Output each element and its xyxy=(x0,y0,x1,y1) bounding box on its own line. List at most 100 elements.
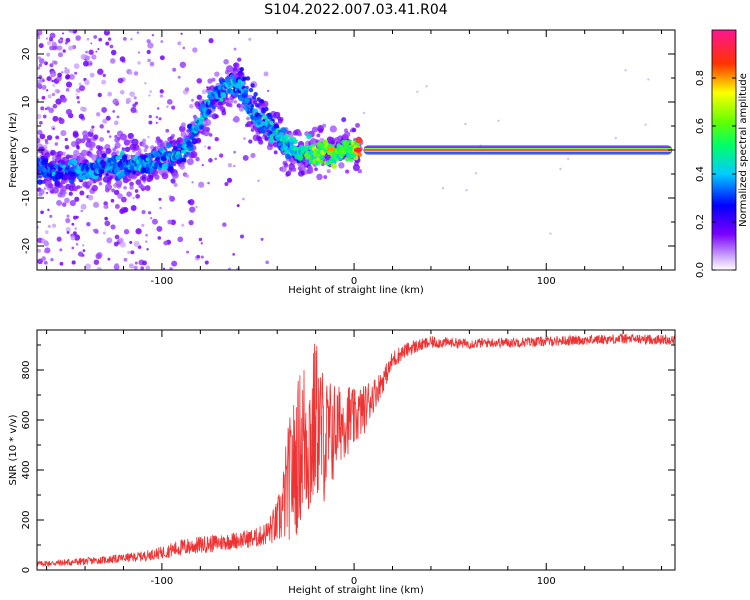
heatmap-cell xyxy=(113,241,119,247)
heatmap-cell xyxy=(59,38,62,42)
heatmap-cell xyxy=(192,47,198,53)
heatmap-cell xyxy=(132,196,135,200)
heatmap-cell xyxy=(102,73,106,78)
heatmap-cell xyxy=(297,132,303,137)
heatmap-cell xyxy=(344,131,351,138)
heatmap-cell xyxy=(171,171,179,179)
heatmap-cell xyxy=(86,37,90,41)
heatmap-cell xyxy=(158,117,162,121)
heatmap-cell xyxy=(252,100,258,105)
colorbar-tick-label: 0.2 xyxy=(695,214,706,230)
colorbar-tick-label: 0.4 xyxy=(695,166,706,182)
heatmap-cell xyxy=(257,179,260,182)
heatmap-cell xyxy=(37,248,42,253)
heatmap-cell xyxy=(52,127,55,130)
heatmap-cell xyxy=(121,147,126,152)
heatmap-cell xyxy=(66,231,70,234)
heatmap-cell xyxy=(123,139,131,146)
heatmap-cell xyxy=(85,55,91,61)
heatmap-cell xyxy=(303,144,309,151)
heatmap-cell xyxy=(141,176,147,182)
heatmap-cell xyxy=(183,148,187,153)
heatmap-cell xyxy=(51,92,56,97)
heatmap-cell xyxy=(53,60,58,65)
heatmap-cell xyxy=(52,103,58,109)
heatmap-cell xyxy=(57,150,63,157)
y-tick-label: 10 xyxy=(21,96,32,109)
heatmap-cell xyxy=(223,59,229,65)
heatmap-cell xyxy=(82,249,86,252)
heatmap-cell xyxy=(137,148,142,153)
heatmap-cell xyxy=(75,137,82,145)
colorbar-gradient xyxy=(711,29,737,271)
heatmap-cell xyxy=(307,165,313,171)
heatmap-cell xyxy=(70,140,77,147)
heatmap-cell xyxy=(186,250,190,254)
heatmap-cell xyxy=(82,134,89,141)
heatmap-cell xyxy=(151,34,154,37)
heatmap-cell xyxy=(104,183,112,191)
heatmap-cell xyxy=(37,30,43,36)
heatmap-cell xyxy=(173,145,178,151)
spectrogram-xlabel: Height of straight line (km) xyxy=(288,285,424,296)
heatmap-cell xyxy=(156,107,160,110)
heatmap-cell xyxy=(147,58,151,63)
heatmap-cell xyxy=(46,134,53,141)
heatmap-cell xyxy=(275,111,281,117)
heatmap-cell xyxy=(198,124,204,130)
heatmap-cell xyxy=(101,153,107,159)
heatmap-cell xyxy=(107,91,113,97)
heatmap-cell xyxy=(198,181,205,188)
heatmap-cell xyxy=(107,37,112,41)
heatmap-cell xyxy=(103,30,110,36)
heatmap-cell xyxy=(113,189,120,196)
heatmap-cell xyxy=(228,267,232,270)
heatmap-cell xyxy=(122,37,127,41)
heatmap-cell xyxy=(134,101,139,105)
heatmap-cell xyxy=(341,117,347,123)
heatmap-cell xyxy=(465,188,468,192)
heatmap-cell xyxy=(47,94,52,99)
heatmap-cell xyxy=(72,132,79,139)
heatmap-cell xyxy=(75,215,79,219)
heatmap-cell xyxy=(112,98,119,105)
heatmap-cell xyxy=(140,266,145,270)
heatmap-cell xyxy=(62,190,67,195)
heatmap-cell xyxy=(65,74,71,79)
heatmap-cell xyxy=(84,79,90,86)
heatmap-cell xyxy=(102,146,105,150)
heatmap-cell xyxy=(260,128,266,134)
heatmap-cell xyxy=(196,78,203,84)
heatmap-cell xyxy=(255,103,260,108)
heatmap-cell xyxy=(357,169,363,174)
heatmap-cell xyxy=(44,230,49,234)
heatmap-cell xyxy=(221,110,227,116)
heatmap-cell xyxy=(497,119,500,122)
heatmap-cell xyxy=(149,61,155,67)
heatmap-cell xyxy=(95,112,101,117)
heatmap-cell xyxy=(165,143,172,149)
heatmap-cell xyxy=(289,141,294,147)
heatmap-cell xyxy=(240,81,245,86)
heatmap-cell xyxy=(99,124,104,129)
heatmap-cell xyxy=(198,237,203,242)
heatmap-cell xyxy=(239,67,245,72)
heatmap-cell xyxy=(64,197,70,204)
heatmap-cell xyxy=(57,72,63,78)
heatmap-cell xyxy=(105,148,112,155)
heatmap-cell xyxy=(73,149,80,156)
heatmap-cell xyxy=(118,237,124,243)
heatmap-cell xyxy=(74,196,80,202)
heatmap-cell xyxy=(97,48,100,51)
heatmap-cell xyxy=(91,54,97,60)
heatmap-cell xyxy=(180,32,183,35)
heatmap-cell xyxy=(95,253,102,260)
heatmap-cell xyxy=(41,256,47,261)
heatmap-cell xyxy=(210,99,216,105)
heatmap-cell xyxy=(167,165,174,172)
heatmap-cell xyxy=(37,56,42,60)
heatmap-cell xyxy=(242,154,249,161)
y-tick-label: 800 xyxy=(21,360,32,379)
heatmap-cell xyxy=(60,160,66,165)
heatmap-cell xyxy=(211,77,216,82)
